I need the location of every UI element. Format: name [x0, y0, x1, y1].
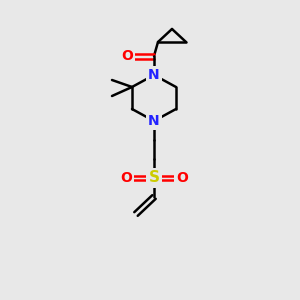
Text: N: N	[148, 114, 160, 128]
Text: O: O	[120, 171, 132, 185]
Text: S: S	[148, 170, 160, 185]
Text: N: N	[148, 68, 160, 82]
Text: O: O	[176, 171, 188, 185]
Text: O: O	[121, 49, 133, 63]
Text: N: N	[148, 68, 160, 82]
